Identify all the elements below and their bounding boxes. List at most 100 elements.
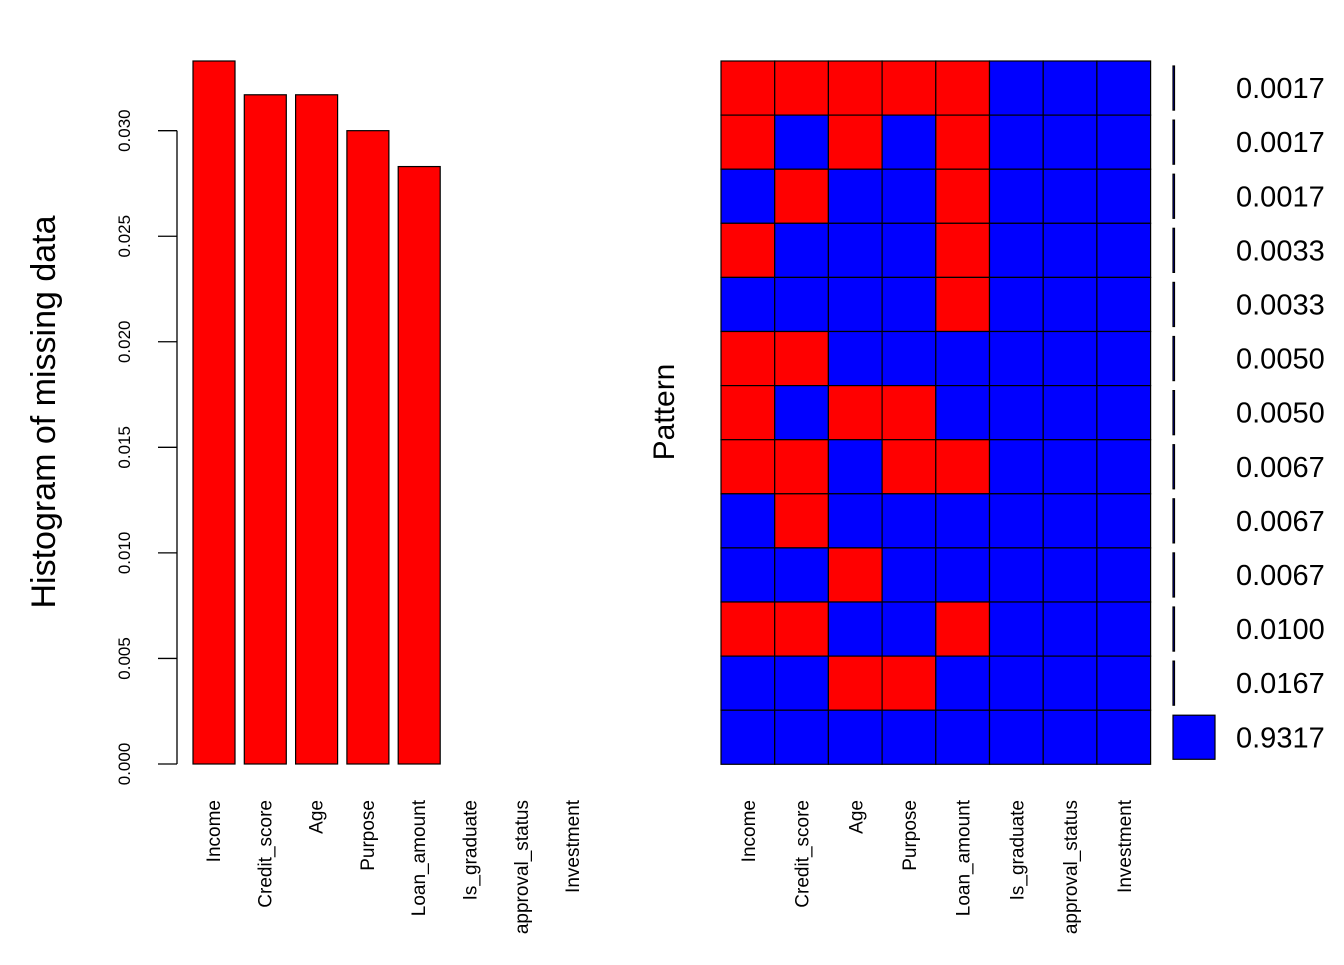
x-tick-label: approval_status (512, 800, 533, 934)
heatmap-cell (935, 601, 991, 657)
x-tick-label: Investment (563, 799, 584, 893)
heatmap-cell (988, 439, 1044, 495)
bar (243, 94, 287, 765)
heatmap-cell (935, 709, 991, 765)
heatmap-cell (827, 709, 883, 765)
frequency-bar (1172, 444, 1176, 490)
frequency-label: 0.0017 (1236, 73, 1325, 105)
heatmap-cell (774, 655, 830, 711)
heatmap-cell (935, 547, 991, 603)
heatmap-cell (827, 439, 883, 495)
y-tick-label: 0.025 (115, 215, 134, 258)
heatmap-cell (774, 439, 830, 495)
heatmap-cell (774, 222, 830, 279)
frequency-label: 0.0067 (1236, 452, 1325, 484)
heatmap-cell (1042, 655, 1098, 711)
heatmap-cell (827, 493, 883, 549)
heatmap-cell (720, 114, 776, 170)
y-tick-label: 0.005 (115, 637, 134, 680)
heatmap-cell (935, 276, 991, 333)
x-tick-label: Age (307, 800, 328, 834)
frequency-label: 0.0017 (1236, 181, 1325, 213)
heatmap-cell (881, 276, 937, 333)
heatmap-cell (1042, 222, 1098, 279)
heatmap-cell (881, 439, 937, 495)
frequency-label: 0.0167 (1236, 668, 1325, 700)
y-tick-label: 0.030 (115, 109, 134, 152)
x-tick-label: Credit_score (255, 800, 276, 908)
frequency-label: 0.0067 (1236, 560, 1325, 592)
heatmap-cell (935, 60, 991, 116)
heatmap-cell (988, 493, 1044, 549)
frequency-bar (1172, 281, 1176, 328)
heatmap-cell (881, 547, 937, 603)
heatmap-cell (988, 655, 1044, 711)
y-tick-label: 0.015 (115, 426, 134, 469)
heatmap-cell (881, 168, 937, 224)
heatmap-cell (935, 493, 991, 549)
heatmap-cell (1096, 385, 1152, 441)
heatmap-cell (1042, 547, 1098, 603)
x-tick-label: Purpose (358, 800, 379, 871)
heatmap-cell (1042, 601, 1098, 657)
heatmap-cell (881, 493, 937, 549)
frequency-bar (1172, 173, 1176, 219)
heatmap-cell (720, 385, 776, 441)
column-label: Income (739, 800, 760, 862)
heatmap-cell (935, 222, 991, 279)
heatmap-cell (774, 276, 830, 333)
heatmap-cell (881, 385, 937, 441)
heatmap-cell (1096, 222, 1152, 279)
heatmap-cell (881, 655, 937, 711)
heatmap-cell (1096, 601, 1152, 657)
y-axis-label: Histogram of missing data (25, 215, 63, 608)
heatmap-cell (988, 60, 1044, 116)
heatmap-cell (720, 655, 776, 711)
heatmap-cell (774, 547, 830, 603)
heatmap-cell (774, 114, 830, 170)
heatmap-cell (935, 439, 991, 495)
frequency-bar (1172, 335, 1176, 382)
frequency-label: 0.0100 (1236, 614, 1325, 646)
heatmap-cell (827, 114, 883, 170)
heatmap-cell (1096, 330, 1152, 387)
x-tick-label: Is_graduate (461, 800, 482, 900)
heatmap-cell (935, 655, 991, 711)
heatmap-cell (827, 655, 883, 711)
frequency-label: 0.9317 (1236, 722, 1325, 754)
heatmap-cell (720, 222, 776, 279)
heatmap-cell (774, 330, 830, 387)
column-label: Credit_score (793, 800, 814, 908)
heatmap-cell (1042, 385, 1098, 441)
heatmap-cell (935, 330, 991, 387)
y-tick-label: 0.010 (115, 532, 134, 575)
column-label: Is_graduate (1007, 800, 1028, 900)
y-tick-label: 0.020 (115, 321, 134, 364)
heatmap-cell (881, 330, 937, 387)
heatmap-cell (827, 60, 883, 116)
heatmap-cell (720, 547, 776, 603)
heatmap-cell (720, 601, 776, 657)
heatmap-cell (988, 276, 1044, 333)
heatmap-cell (720, 276, 776, 333)
heatmap-cell (1096, 60, 1152, 116)
heatmap-cell (988, 547, 1044, 603)
heatmap-cell (827, 330, 883, 387)
heatmap-cell (1042, 60, 1098, 116)
heatmap-cell (720, 330, 776, 387)
y-tick-label: 0.000 (115, 743, 134, 786)
frequency-bar (1172, 65, 1176, 111)
bar (295, 94, 339, 765)
heatmap-cell (988, 709, 1044, 765)
heatmap-cell (827, 601, 883, 657)
heatmap-cell (1042, 276, 1098, 333)
heatmap-cell (881, 601, 937, 657)
heatmap-cell (774, 493, 830, 549)
heatmap-cell (881, 114, 937, 170)
column-label: Loan_amount (954, 799, 975, 916)
frequency-bar (1172, 660, 1176, 706)
heatmap-cell (774, 60, 830, 116)
heatmap-cell (720, 493, 776, 549)
